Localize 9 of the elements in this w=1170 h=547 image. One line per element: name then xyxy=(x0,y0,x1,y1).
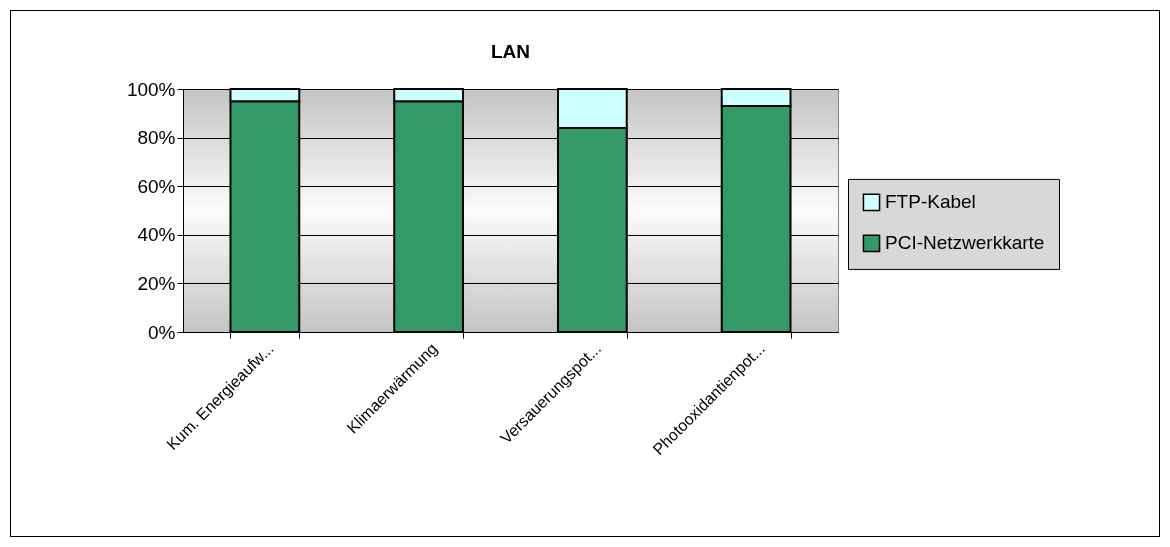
legend-label: FTP-Kabel xyxy=(885,191,976,213)
legend-label: PCI-Netzwerkkarte xyxy=(885,232,1045,254)
y-tick-label: 100% xyxy=(126,78,176,100)
y-tick-label: 60% xyxy=(137,175,176,197)
y-tick-label: 0% xyxy=(148,321,176,343)
chart-title: LAN xyxy=(490,41,531,62)
y-tick-label: 80% xyxy=(137,127,176,149)
y-tick-label: 40% xyxy=(137,224,176,246)
y-tick-label: 20% xyxy=(137,272,176,294)
